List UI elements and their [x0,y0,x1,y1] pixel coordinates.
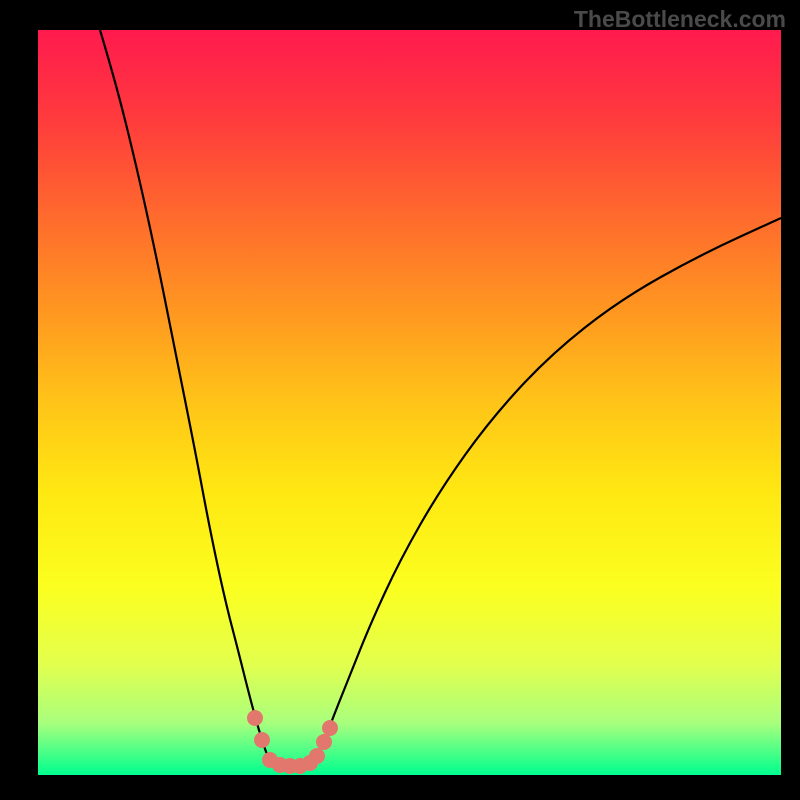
curve-right [315,218,781,761]
data-marker [309,748,325,764]
data-marker [322,720,338,736]
data-marker [247,710,263,726]
chart-frame: TheBottleneck.com [0,0,800,800]
curve-left [100,30,270,761]
data-marker [316,734,332,750]
marker-group [247,710,338,774]
data-marker [254,732,270,748]
chart-svg-layer [0,0,800,800]
